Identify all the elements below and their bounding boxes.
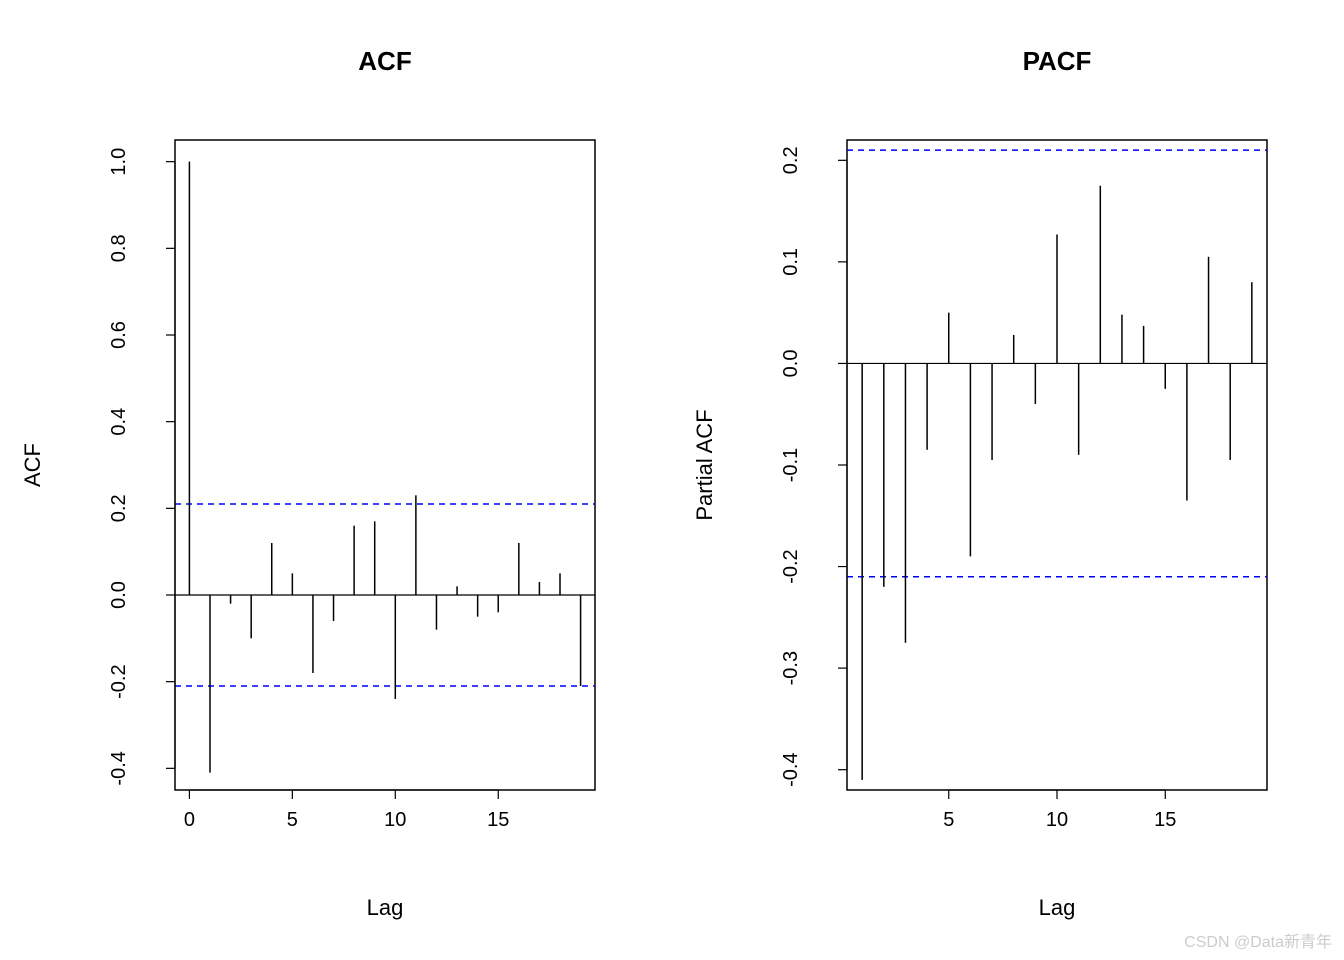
- acf-chart-ytick-label: -0.2: [108, 664, 130, 698]
- pacf-chart-ylabel: Partial ACF: [692, 409, 717, 520]
- pacf-chart-xtick-label: 10: [1046, 809, 1068, 831]
- pacf-chart-ytick-label: 0.0: [780, 350, 802, 378]
- acf-chart-xtick-label: 0: [184, 809, 195, 831]
- pacf-chart-xtick-label: 5: [943, 809, 954, 831]
- pacf-chart-ytick-label: 0.1: [780, 248, 802, 276]
- acf-chart-title: ACF: [358, 46, 411, 76]
- pacf-chart-ytick-label: -0.2: [780, 549, 802, 583]
- acf-chart-ytick-label: -0.4: [108, 751, 130, 785]
- acf-panel: ACF 0 5 10 15 -0.4 -0.2 0.0 0.2 0.4 0.6 0.8 1.0 Lag AC…: [0, 0, 672, 960]
- acf-chart-xtick-label: 5: [287, 809, 298, 831]
- acf-chart-ylabel: ACF: [20, 443, 45, 487]
- pacf-chart-ytick-label: -0.3: [780, 651, 802, 685]
- pacf-chart-ytick-label: -0.1: [780, 448, 802, 482]
- acf-chart-ytick-label: 0.2: [108, 494, 130, 522]
- acf-chart-ytick-label: 0.4: [108, 408, 130, 436]
- acf-chart-ytick-label: 0.0: [108, 581, 130, 609]
- pacf-chart-title: PACF: [1023, 46, 1092, 76]
- pacf-chart-ytick-label: -0.4: [780, 752, 802, 786]
- acf-chart-svg: ACF 0 5 10 15 -0.4 -0.2 0.0 0.2 0.4 0.6 0.8 1.0 Lag AC…: [0, 0, 672, 960]
- acf-chart-ytick-label: 0.6: [108, 321, 130, 349]
- acf-chart-xtick-label: 10: [384, 809, 406, 831]
- pacf-chart-ytick-label: 0.2: [780, 146, 802, 174]
- acf-chart-ytick-label: 1.0: [108, 148, 130, 176]
- watermark-text: CSDN @Data新青年: [1184, 928, 1332, 952]
- pacf-panel: PACF 5 10 15 -0.4 -0.3 -0.2 -0.1 0.0 0.1 0.2 Lag Par…: [672, 0, 1344, 960]
- acf-chart-xtick-label: 15: [487, 809, 509, 831]
- pacf-chart-svg: PACF 5 10 15 -0.4 -0.3 -0.2 -0.1 0.0 0.1 0.2 Lag Par…: [672, 0, 1344, 960]
- acf-chart-ytick-label: 0.8: [108, 234, 130, 262]
- pacf-chart-xtick-label: 15: [1154, 809, 1176, 831]
- pacf-chart-xlabel: Lag: [1039, 895, 1076, 920]
- acf-chart-xlabel: Lag: [367, 895, 404, 920]
